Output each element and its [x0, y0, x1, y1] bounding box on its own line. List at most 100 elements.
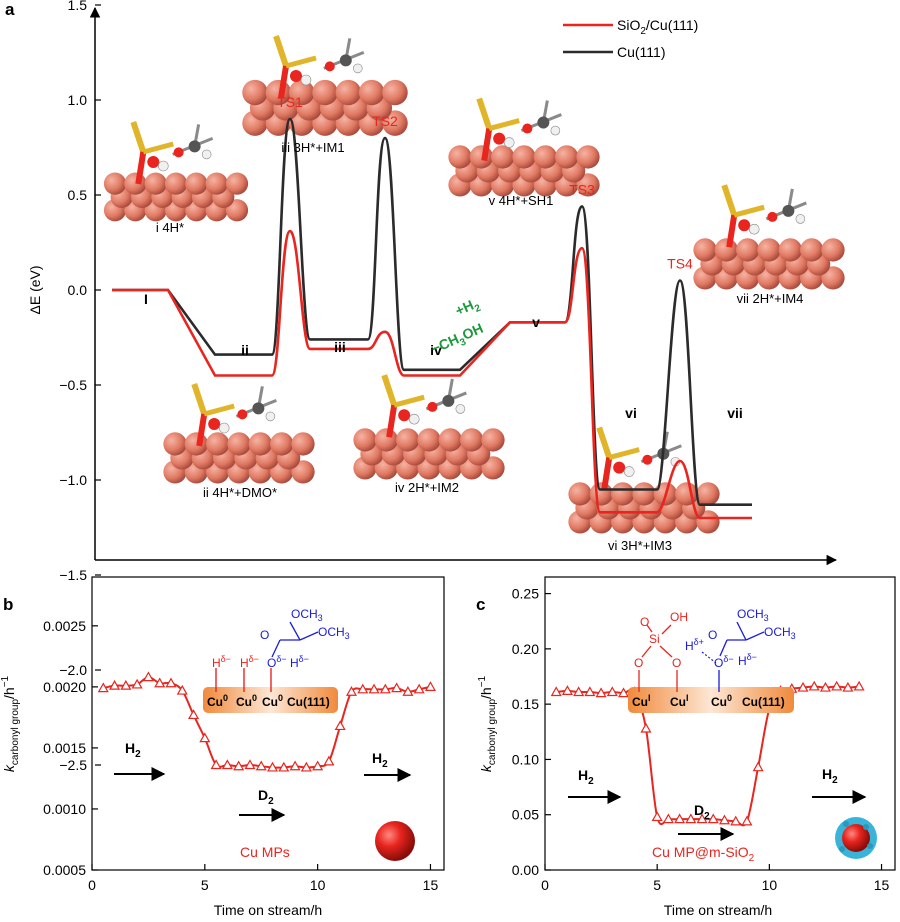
- data-point-marker: [368, 683, 380, 694]
- b-gas-h2-left: H2: [125, 740, 141, 760]
- c-hbond: [701, 651, 717, 664]
- si-o-bond: [203, 403, 235, 417]
- data-point-marker: [154, 677, 166, 688]
- y-tick-label: 0.0025: [43, 618, 86, 634]
- structure-i: [103, 121, 249, 222]
- caption-vi: vi 3H*+IM3: [608, 538, 672, 553]
- data-point-marker: [618, 687, 630, 698]
- data-point-marker: [289, 760, 301, 771]
- panel-b-x-label: Time on stream/h: [214, 902, 322, 918]
- cu-atom: [512, 145, 536, 169]
- cu-atom: [335, 79, 362, 106]
- si-o-bond: [196, 413, 208, 447]
- y-tick-label: 0.0015: [43, 740, 86, 756]
- si-o-bond: [191, 383, 208, 415]
- cu-atom: [778, 238, 802, 262]
- panel-a-y-label: ΔE (eV): [27, 265, 43, 314]
- data-point-marker: [424, 681, 436, 691]
- panel-c-ticks: 0 5 10 15 0.25 0.20 0.15 0.10 0.05 0.00: [512, 586, 890, 893]
- si-o-bond: [273, 35, 289, 67]
- oxygen-atom: [642, 454, 653, 465]
- cu-atom: [124, 172, 147, 195]
- c-scheme-cu111: Cu(111): [742, 695, 785, 709]
- b-scheme: Cu0 Cu0 Cu0 Cu(111) Hδ− Hδ− Oδ− Hδ− O OC…: [203, 607, 350, 713]
- hydrogen-atom: [201, 149, 212, 160]
- data-point-marker: [413, 683, 425, 694]
- caption-ii: ii 4H*+DMO*: [203, 485, 277, 500]
- cu-atom: [291, 432, 315, 456]
- b-scheme-cu111: Cu(111): [287, 695, 330, 709]
- cu-atom: [103, 172, 127, 195]
- data-point-marker: [379, 683, 391, 694]
- b-scheme-h-3: Hδ−: [290, 654, 309, 670]
- cu-atom: [185, 172, 208, 195]
- cu-atom: [382, 110, 408, 136]
- state-label-iii: iii: [334, 339, 346, 355]
- state-label-iv: iv: [430, 342, 442, 358]
- c-scheme-och3-1: OCH3: [737, 607, 769, 623]
- cu-atom: [312, 79, 338, 106]
- cu-atom: [675, 482, 699, 506]
- structure-v: [448, 97, 600, 197]
- cu-atom: [205, 172, 228, 195]
- cu-atom: [225, 199, 249, 222]
- cu-atom: [568, 482, 592, 506]
- ts-label-ts4: TS4: [667, 256, 693, 272]
- data-point-marker: [573, 686, 585, 697]
- panel-label-c: c: [476, 595, 485, 614]
- y-tick-label: 0.10: [512, 751, 539, 767]
- x-tick-label: 0: [88, 877, 96, 893]
- b-scheme-och3-2: OCH3: [318, 625, 350, 641]
- c-scheme-cu-3: Cu0: [711, 693, 732, 709]
- data-point-marker: [244, 759, 256, 770]
- cu-atom: [448, 145, 472, 169]
- data-point-marker: [662, 813, 674, 824]
- y-tick-label: 0.0010: [43, 801, 86, 817]
- caption-vii: vii 2H*+IM4: [737, 291, 804, 306]
- cu-atom: [206, 432, 230, 456]
- si-o-bond: [481, 128, 493, 162]
- structure-vii: [693, 184, 845, 290]
- data-point-marker: [255, 760, 267, 771]
- cu-atom: [358, 79, 385, 106]
- data-point-marker: [334, 720, 346, 731]
- data-point-marker: [142, 671, 154, 682]
- c-bond-si-o2: [641, 645, 652, 658]
- b-scheme-h-1: Hδ−: [212, 654, 231, 670]
- cu-atom: [736, 238, 760, 262]
- si-o-bond: [130, 121, 147, 153]
- panel-c-frame: [544, 576, 896, 871]
- cu-atom: [481, 428, 505, 452]
- hydrogen-atom: [550, 125, 561, 136]
- cu-atom: [576, 173, 600, 197]
- si-o-bond: [721, 184, 738, 217]
- structure-vi: [568, 426, 720, 534]
- data-point-marker: [210, 759, 222, 770]
- si-o-bond: [488, 118, 520, 132]
- cu-atom: [696, 482, 720, 506]
- si-o-bond: [135, 151, 147, 185]
- caption-v: v 4H*+SH1: [489, 193, 554, 208]
- si-o-bond: [596, 426, 613, 459]
- b-scheme-cu-2: Cu0: [236, 693, 257, 709]
- b-scheme-och3-1: OCH3: [291, 607, 323, 623]
- b-gas-h2-right: H2: [372, 750, 388, 770]
- hydrogen-atom: [300, 74, 312, 86]
- data-point-marker: [808, 680, 820, 691]
- cu-atom: [242, 79, 268, 106]
- b-mol-bond-4: [299, 631, 319, 641]
- data-point-marker: [550, 686, 562, 697]
- data-point-marker: [561, 685, 573, 695]
- cu-atom: [611, 482, 635, 506]
- c-bond-si-o3: [659, 645, 673, 658]
- panel-a-y-tick-label: −0.5: [59, 377, 87, 393]
- cu-atom: [533, 145, 557, 169]
- oxygen-atom: [208, 418, 221, 430]
- data-point-marker: [718, 814, 731, 825]
- data-point-marker: [131, 678, 143, 689]
- cu-atom: [469, 145, 493, 169]
- ts-label-ts1: TS1: [277, 94, 303, 110]
- data-point-marker: [109, 679, 121, 690]
- cu-atom: [163, 432, 187, 456]
- carbon-atom: [442, 394, 455, 407]
